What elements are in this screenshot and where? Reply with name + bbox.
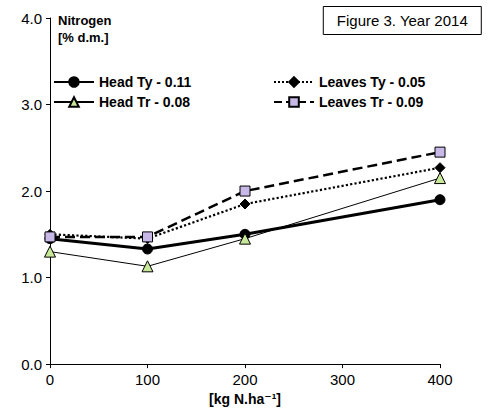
svg-text:300: 300 <box>330 371 355 388</box>
svg-text:400: 400 <box>427 371 452 388</box>
svg-text:Head Ty - 0.11: Head Ty - 0.11 <box>99 74 192 90</box>
svg-text:0: 0 <box>46 371 54 388</box>
svg-text:4.0: 4.0 <box>21 10 42 27</box>
svg-text:Figure 3. Year 2014: Figure 3. Year 2014 <box>337 12 468 29</box>
svg-text:Head Tr - 0.08: Head Tr - 0.08 <box>99 94 190 110</box>
svg-text:[kg N.ha⁻¹]: [kg N.ha⁻¹] <box>209 391 281 407</box>
svg-text:1.0: 1.0 <box>21 269 42 286</box>
svg-text:Leaves Tr - 0.09: Leaves Tr - 0.09 <box>319 94 424 110</box>
svg-text:200: 200 <box>232 371 257 388</box>
svg-text:0.0: 0.0 <box>21 356 42 373</box>
svg-text:100: 100 <box>135 371 160 388</box>
svg-text:Leaves Ty - 0.05: Leaves Ty - 0.05 <box>319 74 426 90</box>
svg-text:Nitrogen: Nitrogen <box>58 13 112 28</box>
svg-text:[% d.m.]: [% d.m.] <box>58 30 109 45</box>
svg-text:3.0: 3.0 <box>21 96 42 113</box>
svg-text:2.0: 2.0 <box>21 183 42 200</box>
